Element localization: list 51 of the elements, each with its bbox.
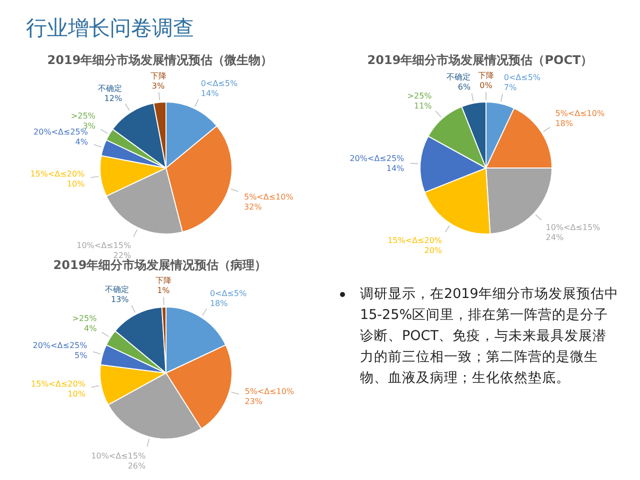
chart-title: 2019年细分市场发展情况预估（微生物） <box>47 53 273 67</box>
data-label: 5% <box>74 351 88 360</box>
data-label: 23% <box>244 396 263 406</box>
slice-label: 0<Δ≤5% <box>504 72 541 82</box>
slice-label: 20%<Δ≤25% <box>32 341 88 350</box>
slice-label: 20%<Δ≤25% <box>34 128 88 137</box>
chart-title: 2019年细分市场发展情况预估（病理） <box>53 258 267 272</box>
data-label: 10% <box>68 389 86 398</box>
data-label: 13% <box>110 294 130 304</box>
slice-label: 20%<Δ≤25% <box>350 154 405 163</box>
slice-label: 10%<Δ≤15% <box>546 223 601 232</box>
data-label: 4% <box>84 324 98 334</box>
data-label: 3% <box>152 81 166 90</box>
data-label: 14% <box>200 88 220 98</box>
data-label: 1% <box>157 286 170 296</box>
slice-label: >25% <box>72 314 98 324</box>
slice-label: 0<Δ≤5% <box>200 78 238 88</box>
data-label: 24% <box>546 233 564 242</box>
slice-label: 5%<Δ≤10% <box>244 386 294 396</box>
data-label: 6% <box>458 82 472 92</box>
slice-label: 不确定 <box>104 284 129 294</box>
slice-label: 15%<Δ≤20% <box>388 236 442 246</box>
slice-label: 不确定 <box>98 84 122 93</box>
slice-label: 下降 <box>155 276 172 286</box>
data-label: 7% <box>504 82 517 92</box>
data-label: 32% <box>244 202 262 212</box>
slice-label: >25% <box>70 111 96 120</box>
text: 调研显示，在2019年细分市场发展预估中15-25%区间里，排在第一阵营的是分子诊断、POCT、免疫，与未来最具发展潜力的前三位相一致；第二阵营的是微生物、血液及病理；生化依然垫底。 <box>360 285 620 388</box>
slice-label: 5%<Δ≤10% <box>555 109 605 118</box>
data-label: 14% <box>386 164 405 173</box>
data-label: 4% <box>75 138 88 147</box>
slice-label: 15%<Δ≤20% <box>31 379 86 388</box>
data-label: 12% <box>104 94 122 103</box>
slice-label: 15%<Δ≤20% <box>30 169 86 178</box>
data-label: 26% <box>128 461 146 470</box>
slice-label: 下降 <box>150 71 166 80</box>
slice-label: 0<Δ≤5% <box>210 288 247 298</box>
data-label: 18% <box>210 298 228 308</box>
slice-label: 5%<Δ≤10% <box>244 192 294 202</box>
slice-label: >25% <box>407 91 432 100</box>
chart-title: 2019年细分市场发展情况预估（POCT） <box>367 53 593 67</box>
data-label: 20% <box>424 246 442 256</box>
slice-label: 10%<Δ≤15% <box>76 241 132 250</box>
data-label: 18% <box>555 119 574 128</box>
slice-label: 不确定 <box>446 72 471 82</box>
data-label: 10% <box>66 179 86 188</box>
text: 行业增长问卷调查 <box>26 15 194 42</box>
text: 0% <box>480 81 492 90</box>
data-label: 11% <box>414 101 432 110</box>
slice-label: 10%<Δ≤15% <box>91 451 146 460</box>
category-label: 下降 <box>478 71 494 80</box>
